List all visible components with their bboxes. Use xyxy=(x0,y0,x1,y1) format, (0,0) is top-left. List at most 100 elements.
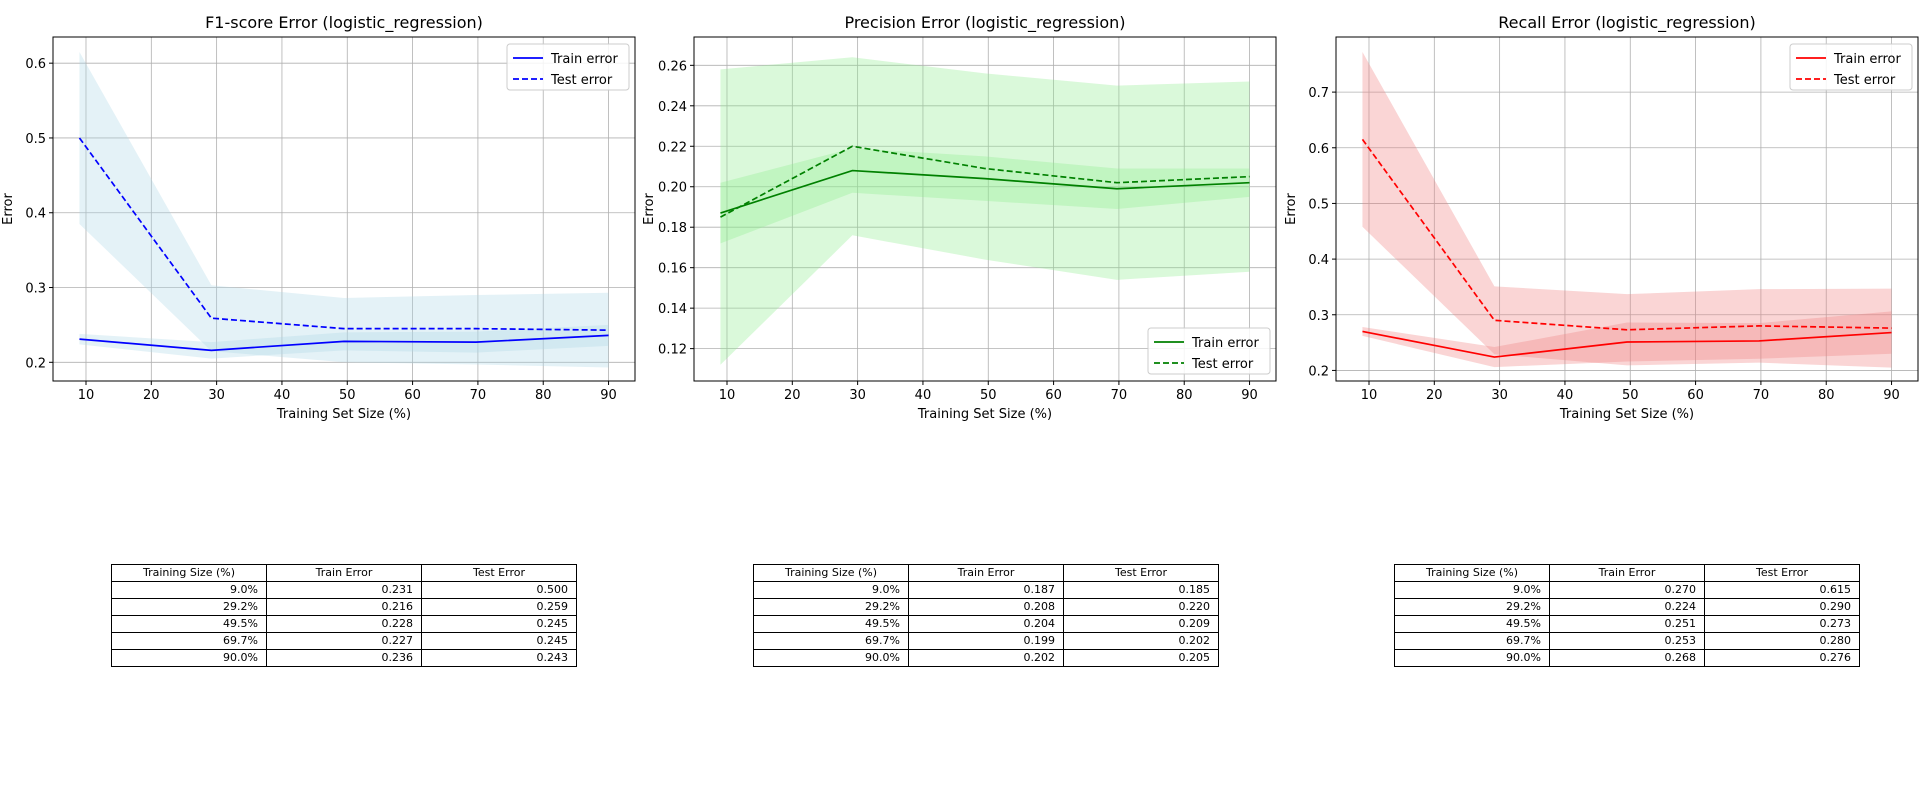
y-tick-label: 0.5 xyxy=(25,132,46,147)
legend: Train error Test error xyxy=(1147,327,1271,375)
x-tick-label: 20 xyxy=(784,388,801,403)
test-error-line xyxy=(78,137,609,331)
table-header-cell: Training Size (%) xyxy=(753,564,909,582)
table-cell: 0.245 xyxy=(421,615,577,633)
table-cell: 0.224 xyxy=(1549,598,1705,616)
table-row: 29.2% 0.208 0.220 xyxy=(753,598,1219,616)
table-cell: 49.5% xyxy=(111,615,267,633)
table-cell: 0.245 xyxy=(421,632,577,650)
train-error-line xyxy=(720,169,1250,214)
y-tick-label: 0.2 xyxy=(25,356,46,371)
x-tick-label: 90 xyxy=(1883,388,1900,403)
table-header-cell: Test Error xyxy=(1063,564,1219,582)
table-cell: 90.0% xyxy=(111,649,267,667)
legend-box xyxy=(506,43,630,91)
x-tick-label: 80 xyxy=(1176,388,1193,403)
table-cell: 0.208 xyxy=(908,598,1064,616)
y-tick-label: 0.4 xyxy=(25,207,46,222)
table-row: 49.5% 0.228 0.245 xyxy=(111,615,577,633)
x-tick-label: 60 xyxy=(404,388,421,403)
table-cell: 69.7% xyxy=(111,632,267,650)
train-error-line xyxy=(1362,330,1892,358)
table-cell: 0.259 xyxy=(421,598,577,616)
table-cell: 9.0% xyxy=(753,581,909,599)
table-cell: 0.205 xyxy=(1063,649,1219,667)
table-cell: 29.2% xyxy=(753,598,909,616)
y-tick-label: 0.12 xyxy=(658,343,687,358)
x-tick-label: 40 xyxy=(1557,388,1574,403)
legend-label: Test error xyxy=(1833,73,1896,88)
y-axis-label: Error xyxy=(1284,193,1299,225)
test-error-band xyxy=(720,57,1250,365)
table-cell: 90.0% xyxy=(1394,649,1550,667)
table-cell: 0.228 xyxy=(266,615,422,633)
y-tick-label: 0.16 xyxy=(658,262,687,277)
legend-box xyxy=(1147,327,1271,375)
legend-label: Test error xyxy=(1191,357,1254,372)
table-cell: 0.273 xyxy=(1704,615,1860,633)
f1-error-chart: 10 20 30 40 50 60 70 80 90 0.2 0.3 0.4 0.5 0.6 F1-scor… xyxy=(1,13,636,422)
table-row: 90.0% 0.236 0.243 xyxy=(111,649,577,667)
x-axis-label: Training Set Size (%) xyxy=(1559,407,1694,422)
table-cell: 9.0% xyxy=(1394,581,1550,599)
table-row: 90.0% 0.202 0.205 xyxy=(753,649,1219,667)
y-tick-label: 0.3 xyxy=(1308,309,1329,324)
table-cell: 0.199 xyxy=(908,632,1064,650)
x-tick-label: 80 xyxy=(535,388,552,403)
x-tick-label: 50 xyxy=(339,388,356,403)
table-cell: 0.202 xyxy=(908,649,1064,667)
table-row: 29.2% 0.216 0.259 xyxy=(111,598,577,616)
y-tick-label: 0.6 xyxy=(25,57,46,72)
table-cell: 0.227 xyxy=(266,632,422,650)
table-header-cell: Training Size (%) xyxy=(111,564,267,582)
x-tick-label: 90 xyxy=(1241,388,1258,403)
f1-error-table: Training Size (%) Train Error Test Error 9.… xyxy=(111,564,577,667)
table-cell: 0.202 xyxy=(1063,632,1219,650)
table-cell: 9.0% xyxy=(111,581,267,599)
table-row: 49.5% 0.204 0.209 xyxy=(753,615,1219,633)
table-cell: 0.187 xyxy=(908,581,1064,599)
table-row: 69.7% 0.227 0.245 xyxy=(111,632,577,650)
chart-title: F1-score Error (logistic_regression) xyxy=(205,13,483,33)
recall-error-table: Training Size (%) Train Error Test Error 9.… xyxy=(1394,564,1860,667)
x-tick-label: 10 xyxy=(78,388,95,403)
train-error-line xyxy=(79,334,609,352)
table-row: 9.0% 0.187 0.185 xyxy=(753,581,1219,599)
test-error-line xyxy=(1361,138,1892,331)
x-tick-label: 70 xyxy=(1753,388,1770,403)
x-tick-label: 60 xyxy=(1045,388,1062,403)
table-cell: 0.243 xyxy=(421,649,577,667)
legend-label: Test error xyxy=(550,73,613,88)
table-header-cell: Test Error xyxy=(421,564,577,582)
table-cell: 0.276 xyxy=(1704,649,1860,667)
y-tick-label: 0.2 xyxy=(1308,364,1329,379)
x-tick-label: 50 xyxy=(980,388,997,403)
table-cell: 29.2% xyxy=(1394,598,1550,616)
table-cell: 0.500 xyxy=(421,581,577,599)
legend-label: Train error xyxy=(1833,52,1901,67)
table-cell: 49.5% xyxy=(1394,615,1550,633)
train-error-band xyxy=(720,148,1250,244)
y-tick-label: 0.6 xyxy=(1308,142,1329,157)
y-tick-label: 0.18 xyxy=(658,221,687,236)
y-tick-label: 0.4 xyxy=(1308,253,1329,268)
legend: Train error Test error xyxy=(1789,43,1913,91)
table-cell: 0.231 xyxy=(266,581,422,599)
x-tick-label: 80 xyxy=(1818,388,1835,403)
x-tick-label: 30 xyxy=(849,388,866,403)
chart-title: Recall Error (logistic_regression) xyxy=(1498,13,1755,33)
table-row: 90.0% 0.268 0.276 xyxy=(1394,649,1860,667)
table-row: 69.7% 0.199 0.202 xyxy=(753,632,1219,650)
table-header-cell: Train Error xyxy=(908,564,1064,582)
table-row: 69.7% 0.253 0.280 xyxy=(1394,632,1860,650)
x-tick-label: 90 xyxy=(600,388,617,403)
table-row: 9.0% 0.270 0.615 xyxy=(1394,581,1860,599)
table-cell: 0.216 xyxy=(266,598,422,616)
x-tick-label: 70 xyxy=(1111,388,1128,403)
y-tick-label: 0.3 xyxy=(25,282,46,297)
precision-error-table: Training Size (%) Train Error Test Error 9.… xyxy=(753,564,1219,667)
learning-curve-charts: 10 20 30 40 50 60 70 80 90 0.2 0.3 0.4 0.5 0.6 F1-scor… xyxy=(1,13,1919,422)
x-tick-label: 10 xyxy=(719,388,736,403)
table-header-row: Training Size (%) Train Error Test Error xyxy=(1394,564,1860,582)
x-tick-label: 50 xyxy=(1622,388,1639,403)
